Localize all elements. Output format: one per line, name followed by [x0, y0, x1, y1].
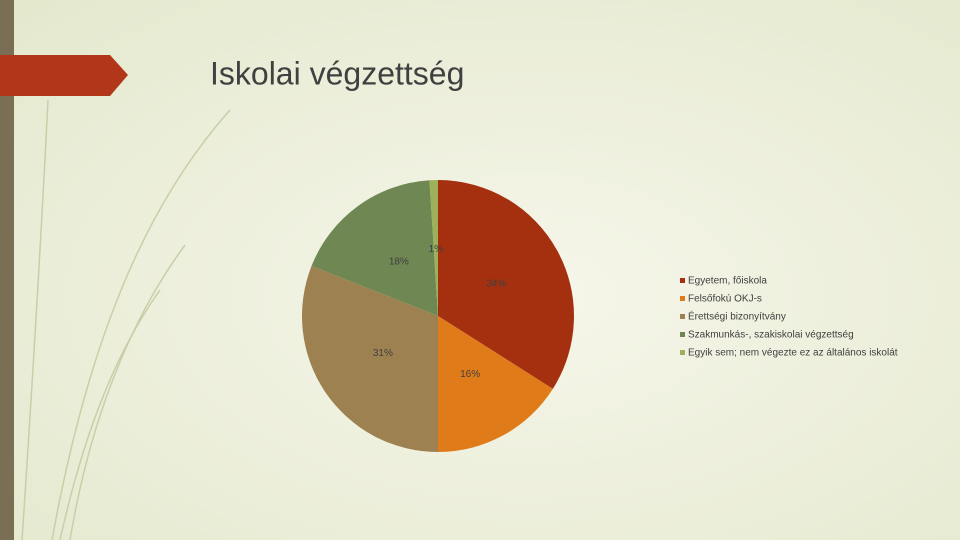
decoration	[21, 99, 231, 540]
title-arrow	[0, 55, 128, 96]
legend-marker	[680, 296, 685, 301]
slide-title: Iskolai végzettség	[210, 55, 464, 91]
data-label: 16%	[460, 369, 480, 380]
pie-slice	[311, 180, 438, 316]
data-label: 31%	[373, 348, 393, 359]
pie-slice	[429, 180, 438, 316]
pie-slice	[301, 265, 438, 452]
pie-chart: 34% 16% 31% 18% 1%	[301, 180, 574, 452]
legend-label: Egyetem, főiskola	[688, 276, 767, 287]
legend-marker	[680, 314, 685, 319]
legend-label: Szakmunkás-, szakiskolai végzettség	[688, 330, 854, 341]
legend-label: Felsőfokú OKJ-s	[688, 294, 762, 305]
legend-marker	[680, 332, 685, 337]
data-label: 1%	[429, 244, 444, 255]
legend: Egyetem, főiskola Felsőfokú OKJ-s Érettség…	[680, 276, 898, 359]
pie-slice	[438, 180, 574, 389]
side-bar	[0, 0, 14, 540]
legend-label: Érettségi bizonyítvány	[688, 310, 786, 323]
data-label: 34%	[486, 279, 506, 290]
pie-slice	[438, 316, 553, 452]
data-label: 18%	[389, 257, 409, 268]
legend-marker	[680, 278, 685, 283]
legend-label: Egyik sem; nem végezte ez az általános i…	[688, 348, 898, 359]
legend-marker	[680, 350, 685, 355]
